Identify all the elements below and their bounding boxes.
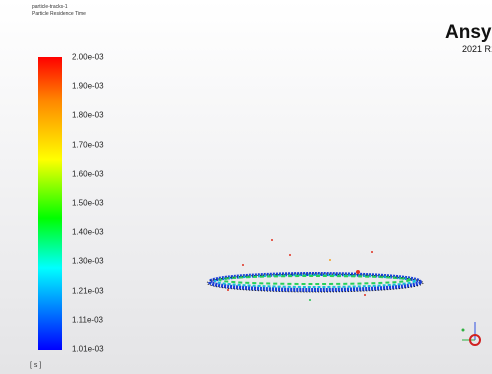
- axis-triad: [462, 322, 481, 345]
- viewport: particle-tracks-1 Particle Residence Tim…: [0, 0, 492, 374]
- particle-ring: [215, 275, 415, 287]
- particle-ring: [220, 276, 410, 284]
- scene: [0, 0, 492, 374]
